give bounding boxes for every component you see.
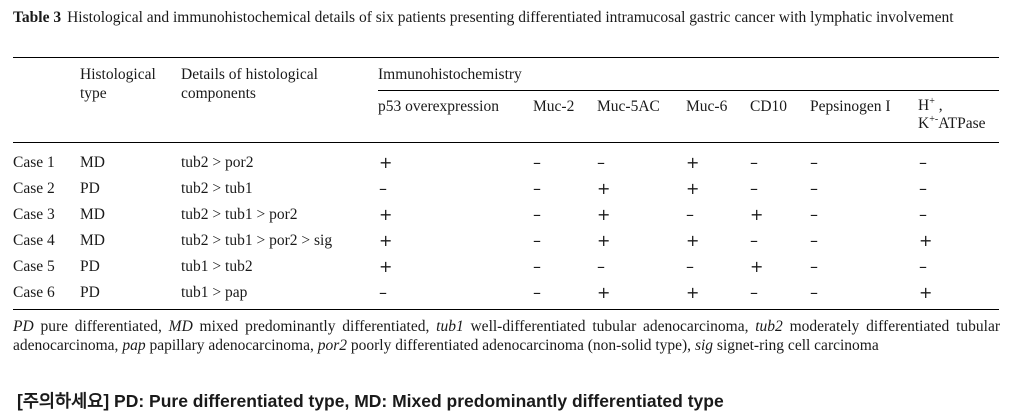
footnote-definition: papillary adenocarcinoma, <box>145 337 318 354</box>
row-details: tub2 > tub1 > por2 <box>181 206 298 223</box>
row-marker-result: – <box>597 153 605 172</box>
row-marker-result: + <box>379 257 393 276</box>
header-bottom-rule <box>13 142 999 143</box>
row-marker-result: + <box>686 179 700 198</box>
footnote-definition: signet-ring cell carcinoma <box>713 337 879 354</box>
row-marker-result: – <box>379 179 387 198</box>
header-cd10: CD10 <box>750 98 788 115</box>
row-histological-type: MD <box>80 206 105 223</box>
footnote-definition: well-differentiated tubular adenocarcino… <box>463 318 756 335</box>
header-muc5ac: Muc-5AC <box>597 98 660 115</box>
row-marker-result: + <box>597 179 611 198</box>
row-marker-result: + <box>379 205 393 224</box>
row-case-label: Case 1 <box>13 154 55 171</box>
atpase-h-sup: + <box>929 95 935 107</box>
header-muc2: Muc-2 <box>533 98 575 115</box>
footnote-definition: poorly differentiated adenocarcinoma (no… <box>347 337 695 354</box>
atpase-label: ATPase <box>938 115 986 132</box>
row-marker-result: – <box>810 179 818 198</box>
footnote-abbreviation: sig <box>694 337 714 354</box>
row-details: tub2 > tub1 > por2 > sig <box>181 232 333 249</box>
footnote-definition: moderately differentiated tubular adenoc… <box>13 318 1000 354</box>
row-marker-result: – <box>533 257 541 276</box>
footnote-abbreviation: tub1 <box>436 318 464 335</box>
row-details: tub1 > pap <box>181 284 248 301</box>
atpase-comma: , <box>934 97 943 114</box>
header-atpase: H+ , K+-ATPase <box>918 95 986 133</box>
footnote-abbreviation: por2 <box>317 337 348 354</box>
row-marker-result: – <box>379 283 387 302</box>
atpase-k-sup: +- <box>929 113 939 125</box>
row-marker-result: – <box>533 231 541 250</box>
row-marker-result: – <box>533 205 541 224</box>
row-marker-result: – <box>597 257 605 276</box>
row-marker-result: – <box>533 179 541 198</box>
row-marker-result: + <box>686 231 700 250</box>
header-histological-type: Histological type <box>80 66 156 102</box>
row-case-label: Case 6 <box>13 284 55 301</box>
row-marker-result: – <box>810 153 818 172</box>
row-marker-result: – <box>810 205 818 224</box>
row-case-label: Case 5 <box>13 258 55 275</box>
atpase-k: K <box>918 115 930 132</box>
row-marker-result: + <box>597 231 611 250</box>
row-marker-result: – <box>810 231 818 250</box>
header-p53: p53 overexpression <box>378 98 499 115</box>
footnote-abbreviation: PD <box>13 318 34 335</box>
ihc-subheader-rule <box>378 90 999 91</box>
table-bottom-rule <box>13 309 999 310</box>
table-caption: Table 3 Histological and immunohistochemi… <box>13 8 1001 27</box>
row-marker-result: + <box>750 257 764 276</box>
atpase-h: H <box>918 97 930 114</box>
row-marker-result: – <box>750 283 758 302</box>
row-marker-result: + <box>919 283 933 302</box>
row-marker-result: – <box>750 179 758 198</box>
header-immunohistochemistry: Immunohistochemistry <box>378 66 522 83</box>
footnote-abbreviation: pap <box>122 337 146 354</box>
row-histological-type: MD <box>80 232 105 249</box>
row-marker-result: + <box>686 153 700 172</box>
row-marker-result: + <box>597 205 611 224</box>
row-marker-result: + <box>750 205 764 224</box>
row-marker-result: – <box>533 283 541 302</box>
row-marker-result: – <box>919 153 927 172</box>
row-marker-result: + <box>379 231 393 250</box>
table-footnote: PD pure differentiated, MD mixed predomi… <box>13 317 1000 355</box>
row-case-label: Case 2 <box>13 180 55 197</box>
row-marker-result: – <box>686 205 694 224</box>
row-details: tub2 > tub1 <box>181 180 253 197</box>
row-marker-result: – <box>810 283 818 302</box>
header-pepsinogen: Pepsinogen I <box>810 98 891 115</box>
row-details: tub2 > por2 <box>181 154 254 171</box>
row-marker-result: – <box>750 153 758 172</box>
row-marker-result: – <box>686 257 694 276</box>
row-marker-result: + <box>686 283 700 302</box>
row-case-label: Case 3 <box>13 206 55 223</box>
row-marker-result: – <box>919 257 927 276</box>
korean-note: [주의하세요] PD: Pure differentiated type, MD… <box>17 391 724 411</box>
footnote-definition: mixed predominantly differentiated, <box>192 318 437 335</box>
row-histological-type: PD <box>80 180 100 197</box>
row-histological-type: MD <box>80 154 105 171</box>
table-label: Table 3 <box>13 9 62 26</box>
row-marker-result: – <box>919 179 927 198</box>
row-histological-type: PD <box>80 258 100 275</box>
table-caption-text: Histological and immunohistochemical det… <box>67 9 954 26</box>
footnote-definition: pure differentiated, <box>33 318 169 335</box>
row-marker-result: + <box>919 231 933 250</box>
row-case-label: Case 4 <box>13 232 55 249</box>
row-marker-result: + <box>379 153 393 172</box>
footnote-abbreviation: tub2 <box>755 318 783 335</box>
row-marker-result: – <box>533 153 541 172</box>
footnote-abbreviation: MD <box>168 318 193 335</box>
row-histological-type: PD <box>80 284 100 301</box>
row-marker-result: – <box>810 257 818 276</box>
top-rule <box>13 57 999 58</box>
row-marker-result: – <box>750 231 758 250</box>
row-marker-result: + <box>597 283 611 302</box>
row-marker-result: – <box>919 205 927 224</box>
header-details: Details of histological components <box>181 66 318 102</box>
header-muc6: Muc-6 <box>686 98 728 115</box>
row-details: tub1 > tub2 <box>181 258 253 275</box>
